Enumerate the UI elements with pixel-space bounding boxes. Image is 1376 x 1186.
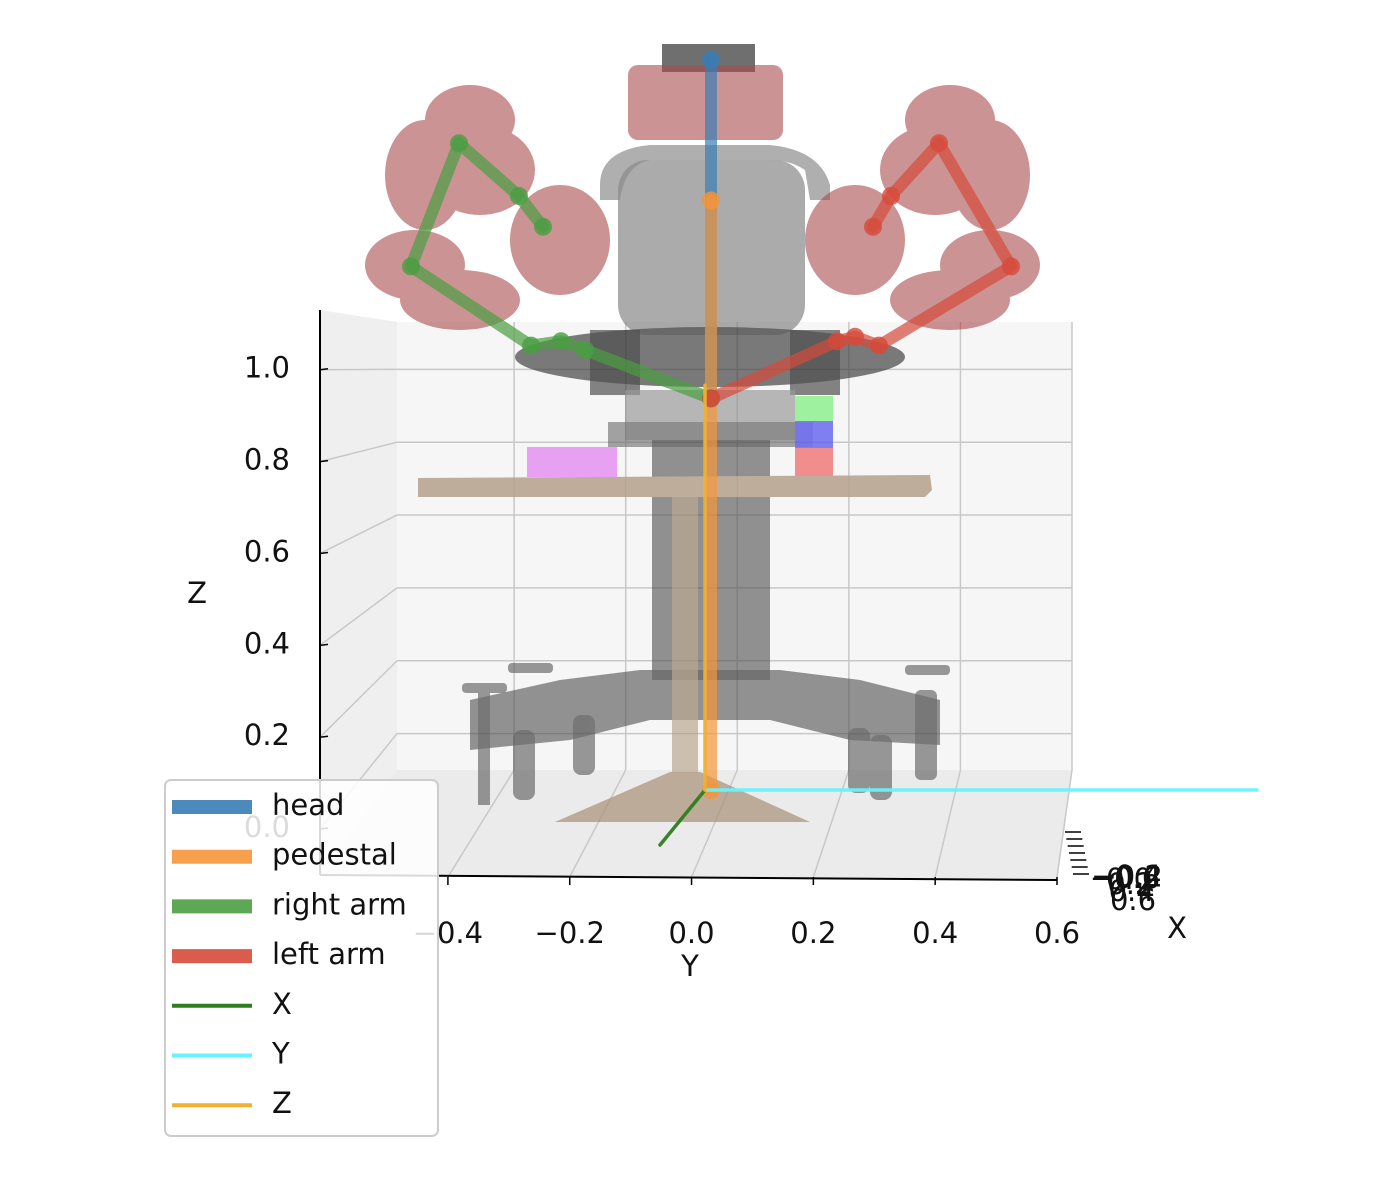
joint-marker xyxy=(828,332,846,351)
legend-label: X xyxy=(272,987,292,1021)
y-tick-label: 0.4 xyxy=(912,916,958,950)
joint-marker xyxy=(870,336,888,355)
joint-marker xyxy=(702,191,720,210)
green-box xyxy=(795,396,833,421)
joint-marker xyxy=(864,217,882,236)
z-tick-label: 1.0 xyxy=(244,351,290,385)
grid-line xyxy=(319,587,398,646)
joint-marker xyxy=(882,187,900,205)
x-tick-label: 0.2 xyxy=(1107,867,1153,901)
series-line xyxy=(658,788,707,847)
joint-marker xyxy=(552,332,570,351)
z-axis-label: Z xyxy=(187,576,207,610)
z-tick xyxy=(319,551,329,555)
shoulder-frame xyxy=(600,145,830,200)
caster-cap xyxy=(462,683,507,693)
y-tick-label: 0.6 xyxy=(1034,916,1080,950)
joint-marker xyxy=(522,336,540,355)
legend-label: Y xyxy=(271,1037,290,1071)
x-tick-label: 0.4 xyxy=(1109,874,1155,908)
axes: Y Z X −0.4−0.20.00.20.40.60.00.20.40.60.… xyxy=(187,310,1187,983)
floor-plate xyxy=(555,772,810,822)
grid-line xyxy=(934,769,962,878)
table xyxy=(418,475,932,497)
grid-line xyxy=(447,769,515,878)
x-tick-label: −0.6 xyxy=(1090,861,1160,895)
grid-line xyxy=(319,514,398,555)
wheel xyxy=(870,735,892,800)
legend: head pedestal right arm left arm XYZ xyxy=(164,779,439,1137)
joint-marker xyxy=(1002,257,1020,276)
y-tick-label: 0.2 xyxy=(790,916,836,950)
casters xyxy=(462,663,950,805)
legend-label: head xyxy=(272,788,344,822)
magenta-box xyxy=(527,447,617,477)
caster-cap xyxy=(508,663,553,673)
z-tick xyxy=(319,643,329,647)
joint-marker xyxy=(930,134,948,153)
x-tick-label: −0.2 xyxy=(1092,859,1162,893)
x-tick-label: 0.0 xyxy=(1106,862,1152,896)
caster-post xyxy=(478,690,490,805)
grid-line xyxy=(319,660,398,738)
x-axis-label: X xyxy=(1167,911,1187,945)
wheel xyxy=(513,730,535,800)
wheel xyxy=(573,715,595,775)
legend-label: pedestal xyxy=(272,838,397,872)
grid-line xyxy=(1056,769,1073,878)
legend-label: Z xyxy=(272,1086,292,1120)
grid-line xyxy=(569,769,627,878)
caster-cap xyxy=(905,665,950,675)
z-tick-label: 0.8 xyxy=(244,443,290,477)
legend-label: right arm xyxy=(272,887,407,921)
caster-post xyxy=(915,690,937,780)
wheel xyxy=(848,728,870,793)
left-pane xyxy=(320,310,397,875)
z-tick-label: 0.4 xyxy=(244,626,290,660)
joint-marker xyxy=(450,134,468,153)
blue-box xyxy=(795,421,833,448)
joint-marker xyxy=(702,50,720,69)
y-tick-label: 0.0 xyxy=(668,916,714,950)
legend-label: left arm xyxy=(272,937,386,971)
z-tick xyxy=(319,459,329,463)
y-axis-label: Y xyxy=(680,949,699,983)
y-tick-label: −0.2 xyxy=(535,916,605,950)
joint-marker xyxy=(846,327,864,346)
legend-box xyxy=(164,779,439,1137)
y-axis-line xyxy=(319,874,1058,881)
x-tick-label: 0.6 xyxy=(1110,883,1156,917)
z-tick-label: 0.2 xyxy=(244,718,290,752)
z-tick xyxy=(319,735,329,738)
z-tick xyxy=(319,367,329,371)
data xyxy=(402,50,1259,847)
red-box xyxy=(795,448,833,476)
grid-line xyxy=(812,769,850,878)
grid xyxy=(319,322,1073,878)
robot-mesh xyxy=(365,44,1040,822)
x-tick-label: −0.4 xyxy=(1091,859,1161,893)
grid-line xyxy=(319,441,398,463)
joint-marker xyxy=(576,341,594,359)
joint-marker xyxy=(534,217,552,236)
z-tick-label: 0.6 xyxy=(244,534,290,568)
pedestal-band xyxy=(672,478,698,773)
joint-marker xyxy=(510,187,528,205)
joint-marker xyxy=(402,257,420,276)
